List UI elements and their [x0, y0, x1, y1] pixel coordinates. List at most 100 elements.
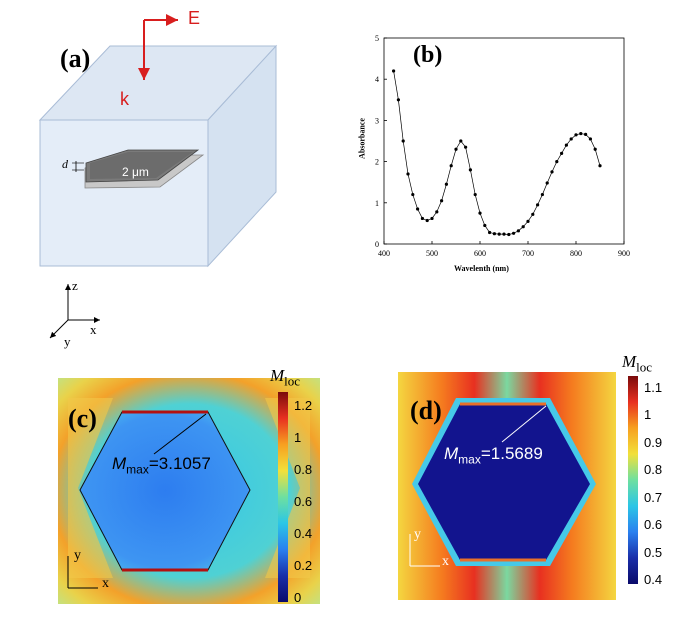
data-point [425, 218, 429, 223]
colorbar-title-d: Mloc [622, 352, 652, 375]
mmax-value-d: =1.5689 [480, 444, 543, 463]
colorbar-tick-d: 1.1 [644, 380, 663, 395]
colorbar-tick-d: 1 [644, 407, 652, 423]
colorbar-tick-c: 0 [294, 590, 302, 605]
colorbar-tick-d: 0.4 [644, 572, 663, 587]
colorbar-title-c: Mloc [270, 366, 300, 389]
k-label: k [120, 89, 129, 109]
data-point [497, 232, 501, 236]
mmax-symbol-d: M [444, 444, 459, 463]
mmax-annotation-d: Mmax=1.5689 [444, 444, 543, 466]
data-point [411, 192, 415, 197]
data-point [392, 69, 396, 73]
data-point [555, 160, 559, 164]
data-point [416, 207, 420, 211]
cb-title-symbol-d: M [622, 352, 637, 371]
colorbar-tick-c: 0.4 [294, 526, 313, 541]
data-point [502, 232, 506, 236]
data-point [516, 229, 520, 233]
data-point [526, 219, 530, 223]
data-point [449, 164, 453, 168]
data-point [459, 139, 463, 143]
data-point [488, 230, 492, 235]
data-point [588, 137, 592, 141]
panel-c: (c) Mmax=3.1057 y x [58, 378, 320, 604]
cb-title-sub-c: loc [284, 373, 301, 389]
data-point [444, 182, 448, 186]
panel-d-label: (d) [410, 396, 442, 425]
data-point [473, 192, 477, 197]
data-point [454, 147, 458, 151]
data-point [396, 98, 400, 102]
colorbar-tick-c: 0.6 [294, 494, 313, 509]
data-point [468, 168, 472, 172]
e-label: E [188, 8, 201, 28]
colorbar-tick-d: 0.9 [644, 434, 663, 450]
y-tick-label: 3 [375, 116, 379, 125]
y-tick-label: 0 [375, 240, 379, 249]
cb-title-symbol-c: M [270, 366, 285, 385]
data-point [569, 137, 573, 141]
colorbar-d: Mloc 1.1 1 0.9 0.8 0.7 0.6 0.5 0.4 [622, 352, 686, 592]
cube-diagram [38, 14, 278, 339]
colorbar-tick-c: 0.2 [294, 558, 313, 573]
data-point [401, 139, 405, 143]
colorbar-gradient-d [628, 376, 638, 584]
data-point [435, 210, 439, 214]
data-point [584, 132, 588, 137]
field-map-c [58, 378, 320, 604]
panel-d: (d) Mmax=1.5689 y x [398, 372, 616, 600]
axis-z-label: z [72, 278, 78, 293]
data-point [521, 225, 525, 229]
data-point [507, 232, 511, 237]
colorbar-tick-d: 0.6 [644, 517, 663, 533]
colorbar-tick-c: 1.2 [294, 398, 313, 413]
panel-b: 400 500 600 700 800 900 0 1 2 3 4 5 (b) Wavelenth (… [350, 30, 640, 290]
data-point [579, 131, 583, 136]
axis-x-label: x [90, 322, 97, 337]
colorbar-gradient-c [278, 392, 288, 602]
absorbance-chart: 400 500 600 700 800 900 0 1 2 3 4 5 [375, 34, 630, 258]
y-tick-label: 5 [375, 34, 379, 43]
colorbar-tick-d: 0.5 [644, 544, 663, 560]
data-point [560, 151, 564, 155]
y-tick-label: 2 [375, 158, 379, 167]
x-tick-label: 900 [618, 249, 630, 258]
data-point [593, 147, 597, 151]
data-point [598, 164, 602, 168]
data-point [483, 223, 487, 228]
colorbar-tick-d: 0.7 [644, 489, 663, 505]
x-axis-title: Wavelenth (nm) [454, 264, 509, 273]
x-tick-label: 600 [474, 249, 486, 258]
axis-y-c: y [74, 548, 81, 563]
y-axis-title: Absorbance [357, 118, 367, 159]
axis-x-d: x [442, 554, 449, 569]
field-map-d [398, 372, 616, 600]
panel-a-label: (a) [60, 44, 91, 73]
x-tick-label: 700 [522, 249, 534, 258]
data-point [492, 232, 496, 236]
panel-b-label: (b) [413, 42, 443, 68]
data-point [536, 203, 540, 207]
colorbar-tick-c: 1 [294, 430, 302, 445]
axis-y-d: y [414, 527, 421, 542]
plot-frame [383, 37, 625, 245]
data-point [420, 216, 424, 221]
colorbar-tick-c: 0.8 [294, 462, 313, 477]
series-line [393, 70, 601, 235]
data-point [464, 145, 468, 149]
cb-title-sub-d: loc [636, 359, 653, 375]
mmax-symbol-c: M [112, 454, 127, 473]
size-label: 2 μm [122, 165, 149, 179]
panel-a: (a) E k d 2 μm z x y [0, 0, 300, 350]
data-point [550, 170, 554, 174]
cube-front-face [39, 119, 209, 267]
mmax-annotation-c: Mmax=3.1057 [112, 454, 211, 476]
data-point [564, 143, 568, 147]
data-point [531, 212, 535, 216]
data-point [540, 192, 544, 197]
data-point [430, 216, 434, 221]
data-point [574, 133, 578, 137]
data-point [545, 181, 549, 185]
y-axis [49, 319, 69, 339]
